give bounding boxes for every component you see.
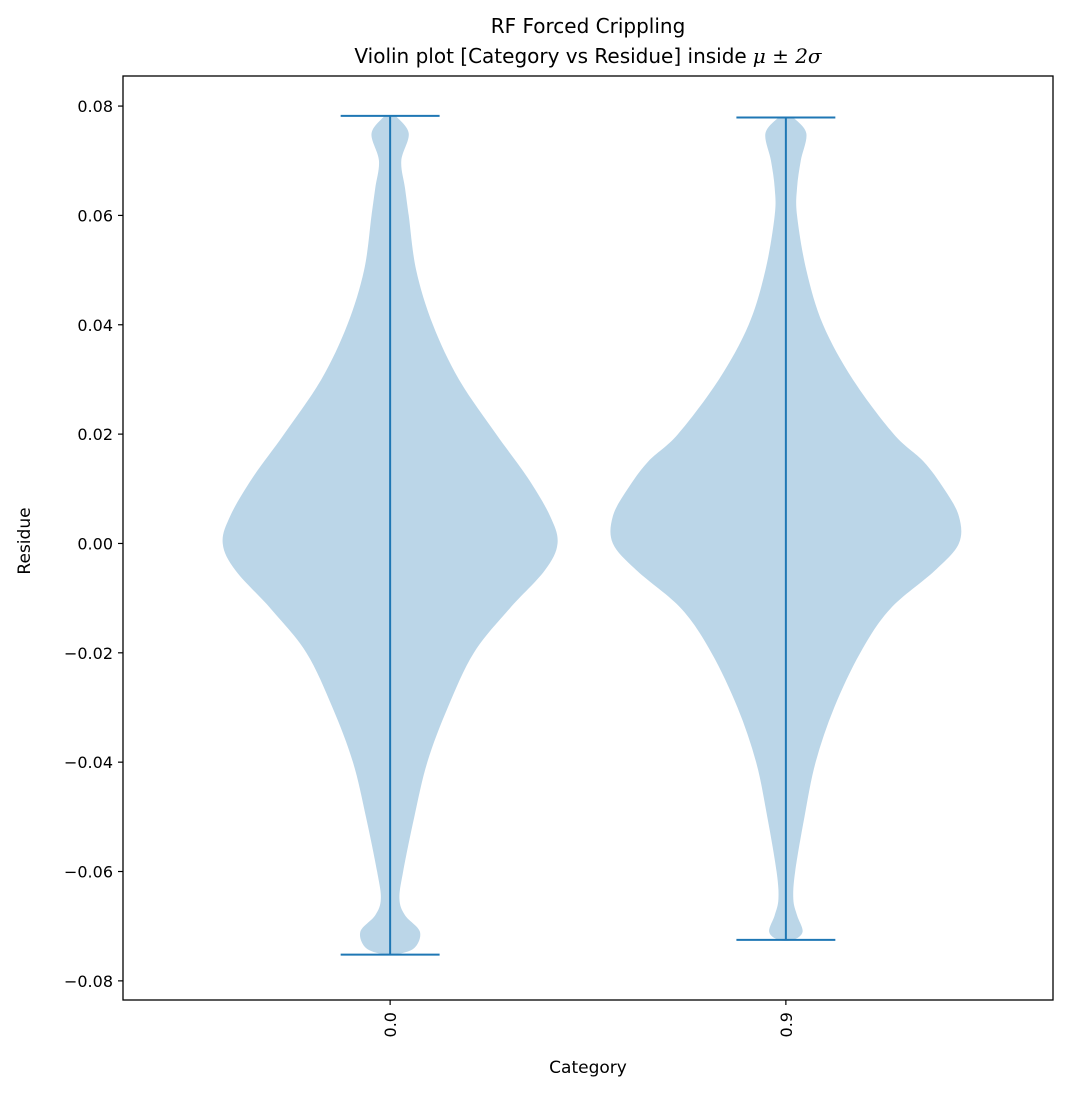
y-tick-label: 0.00 xyxy=(77,534,113,553)
chart-subtitle-math: μ ± 2σ xyxy=(753,44,823,68)
y-tick-label: −0.06 xyxy=(64,863,113,882)
y-tick-label: −0.04 xyxy=(64,753,113,772)
y-axis-label: Residue xyxy=(15,507,35,574)
y-tick-label: 0.08 xyxy=(77,97,113,116)
chart-subtitle-text: Violin plot [Category vs Residue] inside xyxy=(354,44,746,68)
y-axis-ticks: 0.08 0.06 0.04 0.02 0.00 −0.02 −0.04 −0.06 −0.08 xyxy=(64,97,123,991)
plot-frame xyxy=(122,75,1054,1001)
y-tick-label: 0.06 xyxy=(77,206,113,225)
violin-bodies-group xyxy=(222,114,962,956)
y-tick-label: −0.02 xyxy=(64,644,113,663)
chart-title: RF Forced Crippling xyxy=(491,14,686,38)
x-axis-ticks: 0.0 0.9 xyxy=(381,1000,796,1037)
x-tick-label: 0.0 xyxy=(381,1012,400,1037)
x-tick-label: 0.9 xyxy=(777,1012,796,1037)
y-tick-label: −0.08 xyxy=(64,972,113,991)
x-axis-label: Category xyxy=(549,1058,627,1078)
y-tick-label: 0.02 xyxy=(77,425,113,444)
y-tick-label: 0.04 xyxy=(77,316,113,335)
chart-subtitle: Violin plot [Category vs Residue] inside… xyxy=(354,44,823,68)
